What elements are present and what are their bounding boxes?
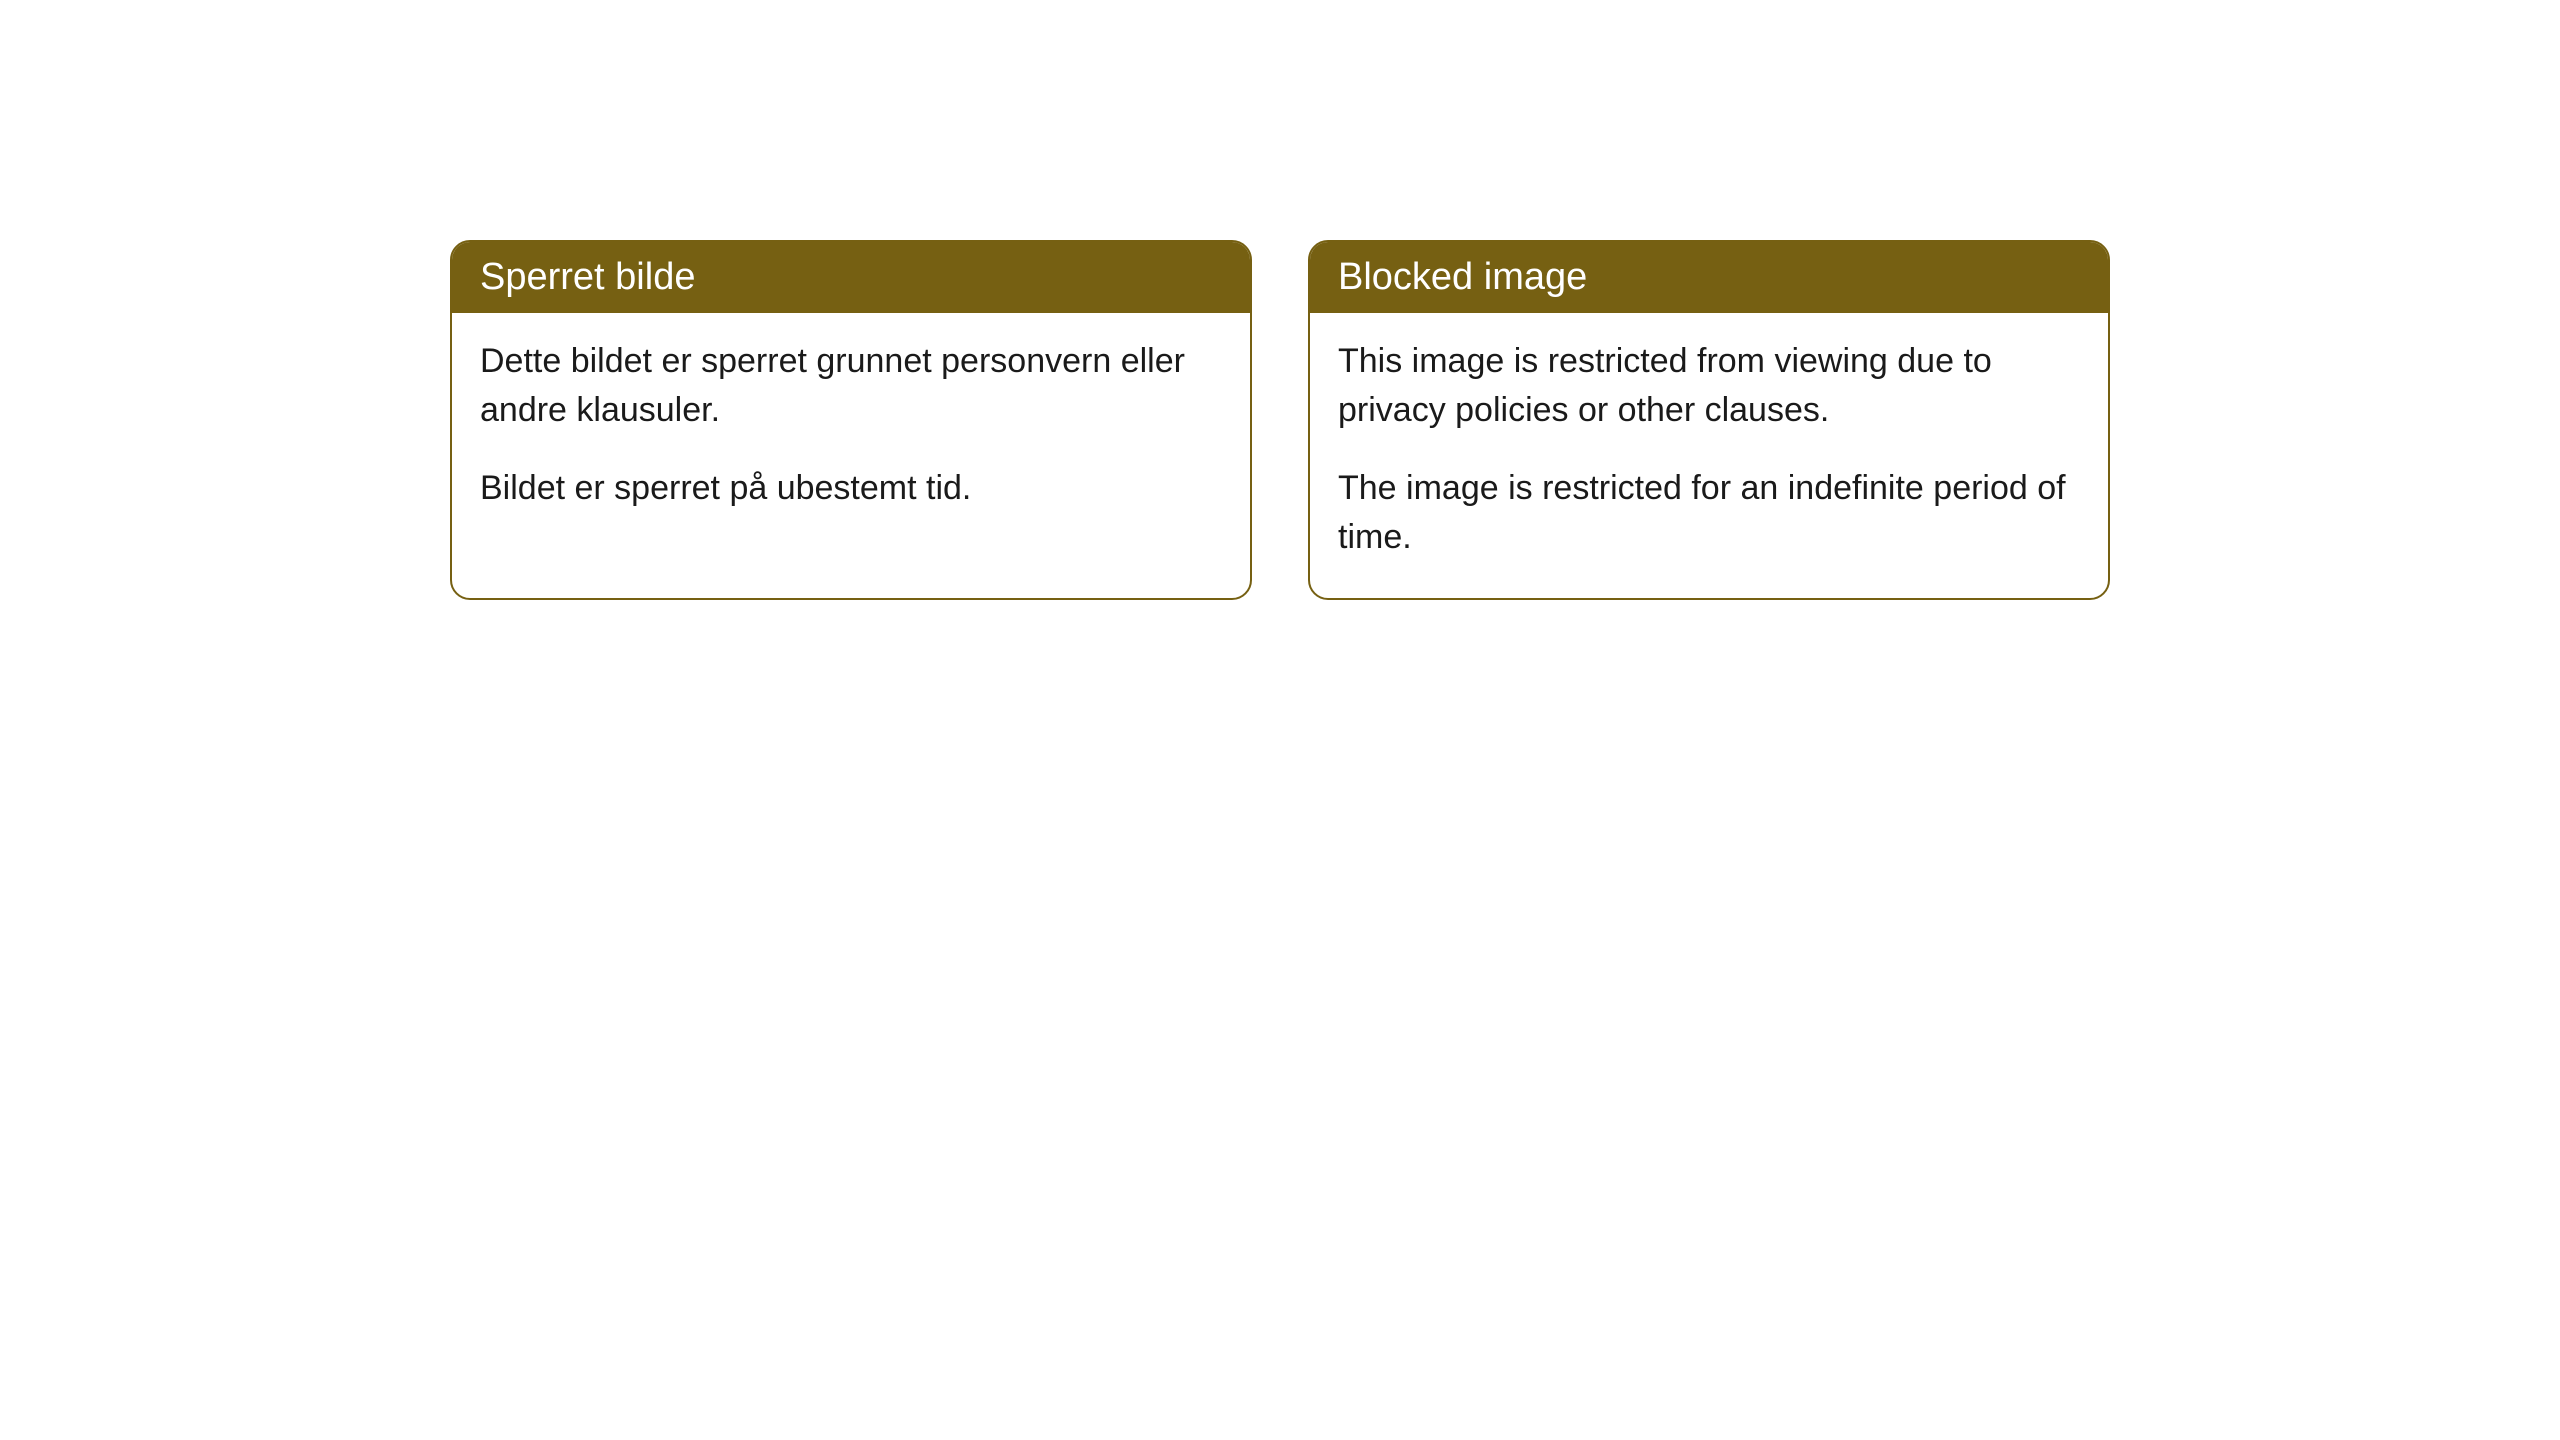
card-title: Sperret bilde xyxy=(480,256,695,298)
card-header-english: Blocked image xyxy=(1310,242,2108,313)
card-paragraph: This image is restricted from viewing du… xyxy=(1338,337,2080,436)
card-header-norwegian: Sperret bilde xyxy=(452,242,1250,313)
card-title: Blocked image xyxy=(1338,256,1587,298)
card-body-english: This image is restricted from viewing du… xyxy=(1310,313,2108,598)
card-paragraph: Bildet er sperret på ubestemt tid. xyxy=(480,464,1222,513)
card-paragraph: Dette bildet er sperret grunnet personve… xyxy=(480,337,1222,436)
notice-cards-container: Sperret bilde Dette bildet er sperret gr… xyxy=(450,240,2110,600)
card-paragraph: The image is restricted for an indefinit… xyxy=(1338,464,2080,563)
card-body-norwegian: Dette bildet er sperret grunnet personve… xyxy=(452,313,1250,549)
notice-card-english: Blocked image This image is restricted f… xyxy=(1308,240,2110,600)
notice-card-norwegian: Sperret bilde Dette bildet er sperret gr… xyxy=(450,240,1252,600)
